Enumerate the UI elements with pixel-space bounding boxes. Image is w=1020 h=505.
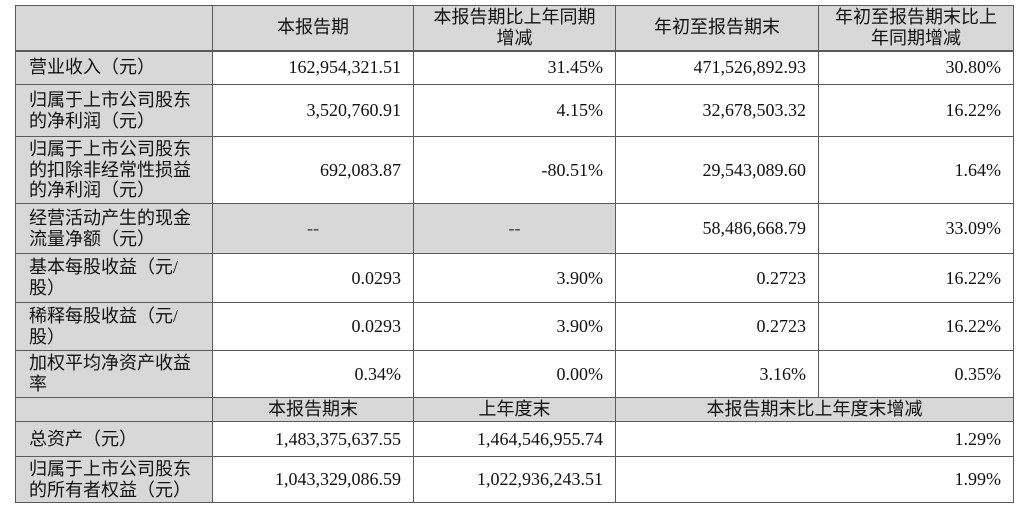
row-net-profit-excl-nonrecurring: 归属于上市公司股东 的扣除非经常性损益 的净利润（元） 692,083.87 -…	[15, 135, 1014, 205]
value-cell: 0.0293	[212, 253, 414, 304]
row-basic-eps: 基本每股收益（元/ 股） 0.0293 3.90% 0.2723 16.22%	[15, 253, 1014, 304]
value-cell: 58,486,668.79	[615, 203, 819, 255]
header-period-end: 本报告期末	[212, 397, 414, 423]
row-weighted-avg-roe: 加权平均净资产收益 率 0.34% 0.00% 3.16% 0.35%	[15, 350, 1014, 399]
row-label-cell: 基本每股收益（元/ 股）	[15, 253, 213, 304]
header-empty-cell	[15, 5, 213, 52]
row-operating-cash-flow: 经营活动产生的现金 流量净额（元） -- -- 58,486,668.79 33…	[15, 203, 1014, 255]
value-cell: 16.22%	[818, 253, 1014, 304]
row-equity-attributable: 归属于上市公司股东 的所有者权益（元） 1,043,329,086.59 1,0…	[15, 456, 1014, 504]
header-row-period: 本报告期 本报告期比上年同期 增减 年初至报告期末 年初至报告期末比上 年同期增…	[15, 5, 1014, 52]
row-operating-revenue: 营业收入（元） 162,954,321.51 31.45% 471,526,89…	[15, 50, 1014, 85]
value-cell: 16.22%	[818, 84, 1014, 137]
row-net-profit-attributable: 归属于上市公司股东 的净利润（元） 3,520,760.91 4.15% 32,…	[15, 84, 1014, 137]
row-label-cell: 加权平均净资产收益 率	[15, 350, 213, 399]
value-cell-na: --	[413, 203, 616, 255]
row-total-assets: 总资产（元） 1,483,375,637.55 1,464,546,955.74…	[15, 421, 1014, 458]
value-cell: 31.45%	[413, 50, 616, 85]
value-cell: 162,954,321.51	[212, 50, 414, 85]
value-cell: 0.34%	[212, 350, 414, 399]
header-row-period-end: 本报告期末 上年度末 本报告期末比上年度末增减	[15, 397, 1014, 423]
value-cell: -80.51%	[413, 135, 616, 205]
value-cell: 1,483,375,637.55	[212, 421, 414, 458]
value-cell: 3.16%	[615, 350, 819, 399]
header-ytd: 年初至报告期末	[615, 5, 819, 52]
header-current-period-yoy-change: 本报告期比上年同期 增减	[413, 5, 616, 52]
header-period-end-change: 本报告期末比上年度末增减	[615, 397, 1014, 423]
value-cell: 29,543,089.60	[615, 135, 819, 205]
row-label-cell: 经营活动产生的现金 流量净额（元）	[15, 203, 213, 255]
value-cell: 32,678,503.32	[615, 84, 819, 137]
value-cell: 33.09%	[818, 203, 1014, 255]
value-cell: 0.35%	[818, 350, 1014, 399]
value-cell: 3.90%	[413, 253, 616, 304]
value-cell: 1.99%	[615, 456, 1014, 504]
value-cell: 471,526,892.93	[615, 50, 819, 85]
value-cell: 0.0293	[212, 302, 414, 352]
financial-summary-table: 本报告期 本报告期比上年同期 增减 年初至报告期末 年初至报告期末比上 年同期增…	[15, 5, 1014, 504]
value-cell: 3,520,760.91	[212, 84, 414, 137]
value-cell: 30.80%	[818, 50, 1014, 85]
header-ytd-yoy-change: 年初至报告期末比上 年同期增减	[818, 5, 1014, 52]
row-label-cell: 营业收入（元）	[15, 50, 213, 85]
value-cell: 0.2723	[615, 302, 819, 352]
value-cell: 0.00%	[413, 350, 616, 399]
value-cell: 1,464,546,955.74	[413, 421, 616, 458]
value-cell-na: --	[212, 203, 414, 255]
value-cell: 1,022,936,243.51	[413, 456, 616, 504]
row-label-cell: 归属于上市公司股东 的扣除非经常性损益 的净利润（元）	[15, 135, 213, 205]
value-cell: 1.29%	[615, 421, 1014, 458]
row-label-cell: 总资产（元）	[15, 421, 213, 458]
row-label-cell: 归属于上市公司股东 的净利润（元）	[15, 84, 213, 137]
value-cell: 1.64%	[818, 135, 1014, 205]
row-label-cell: 归属于上市公司股东 的所有者权益（元）	[15, 456, 213, 504]
header-current-period: 本报告期	[212, 5, 414, 52]
value-cell: 4.15%	[413, 84, 616, 137]
row-diluted-eps: 稀释每股收益（元/ 股） 0.0293 3.90% 0.2723 16.22%	[15, 302, 1014, 352]
header-empty-cell	[15, 397, 213, 423]
value-cell: 1,043,329,086.59	[212, 456, 414, 504]
value-cell: 3.90%	[413, 302, 616, 352]
value-cell: 692,083.87	[212, 135, 414, 205]
row-label-cell: 稀释每股收益（元/ 股）	[15, 302, 213, 352]
value-cell: 0.2723	[615, 253, 819, 304]
value-cell: 16.22%	[818, 302, 1014, 352]
header-prior-year-end: 上年度末	[413, 397, 616, 423]
